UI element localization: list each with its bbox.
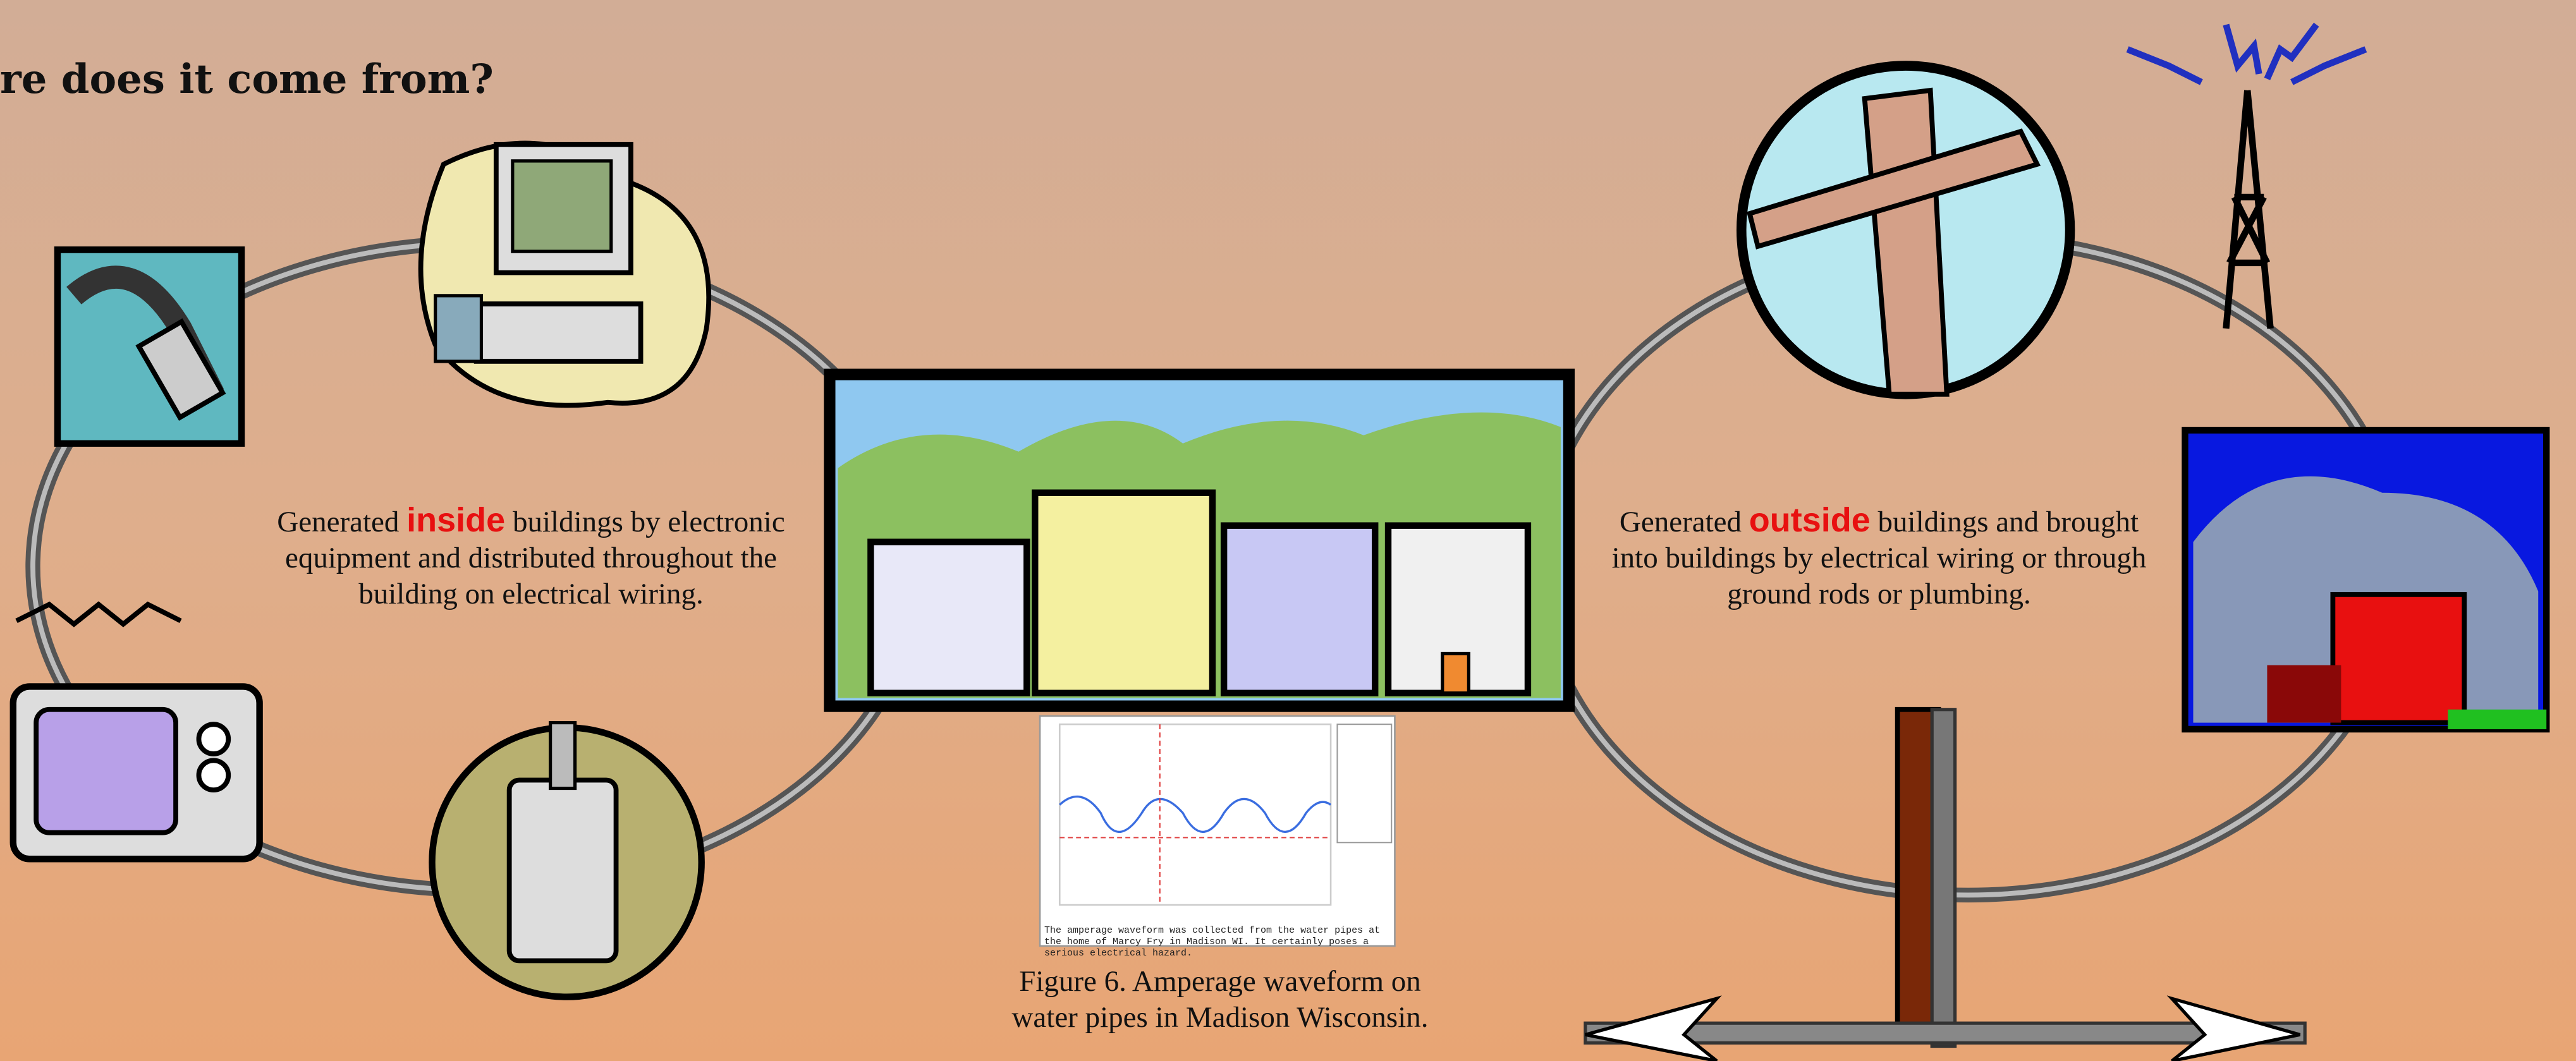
text: buildings by electronic equipment and di… [285,506,785,610]
power-station-icon [2182,427,2550,733]
utility-pole-icon [1736,61,2075,399]
houses-image [824,368,1575,712]
radio-tower-icon [2126,22,2367,329]
computer-icon [418,140,712,408]
inside-description: Generated inside buildings by electronic… [259,502,803,612]
ground-pipe-icon [1584,706,2307,1061]
tv-icon [9,601,263,863]
waveform-image [1039,715,1396,947]
plug-icon [54,246,245,447]
text: Generated [1619,506,1742,538]
emphasis: inside [406,501,506,539]
emphasis: outside [1749,501,1871,539]
text: Generated [277,506,400,538]
outside-description: Generated outside buildings and brought … [1606,502,2152,612]
slide-title: re does it come from? [0,56,494,103]
outlet-icon [429,720,705,1000]
figure-note: The amperage waveform was collected from… [1044,925,1381,959]
figure-caption: Figure 6. Amperage waveform on water pip… [1011,965,1429,1034]
text: buildings and brought into buildings by … [1611,506,2147,610]
